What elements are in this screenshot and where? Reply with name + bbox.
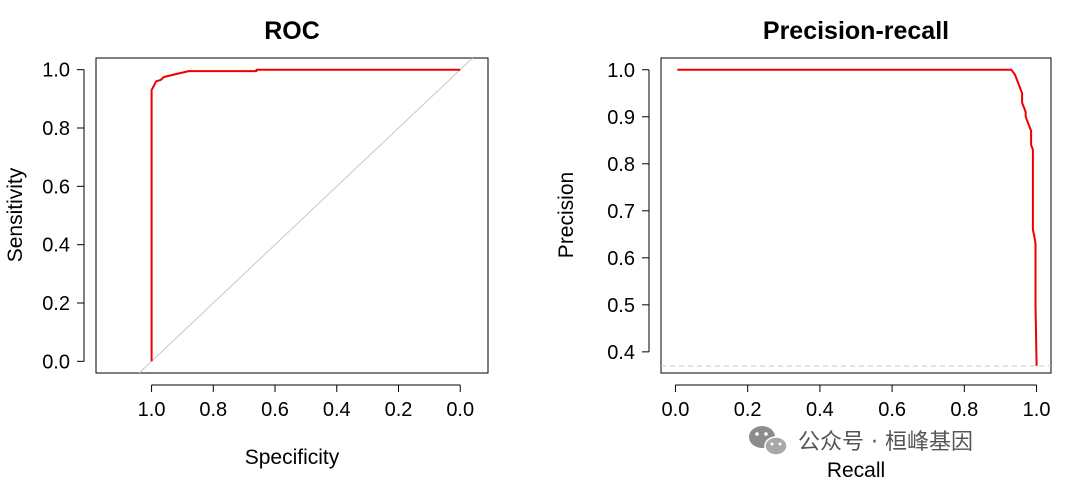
roc-y-tick-label: 0.4 bbox=[42, 235, 70, 257]
pr-plot-frame bbox=[660, 57, 1052, 374]
roc-x-axis-label: Specificity bbox=[245, 446, 340, 469]
roc-x-tick-label: 1.0 bbox=[138, 399, 166, 421]
pr-y-tick-label: 1.0 bbox=[607, 60, 635, 82]
roc-panel: ROC 1.0 0.8 0.6 0.4 0.2 0.00.00.20.40.60.81.0… bbox=[4, 17, 489, 469]
pr-curve bbox=[677, 68, 1038, 366]
pr-y-tick-label: 0.6 bbox=[607, 248, 635, 270]
roc-plot-frame bbox=[95, 57, 489, 374]
precision-recall-panel: Precision-recall 0.0 0.2 0.4 0.6 0.8 1.00.40.… bbox=[555, 17, 1052, 482]
roc-y-tick-label: 0.6 bbox=[42, 176, 70, 198]
roc-y-tick-label: 0.2 bbox=[42, 293, 70, 315]
roc-reference-diagonal bbox=[138, 57, 473, 374]
roc-x-tick-label: 0.8 bbox=[199, 399, 227, 421]
pr-x-tick-label: 0.8 bbox=[950, 399, 978, 421]
pr-x-tick-label: 1.0 bbox=[1023, 399, 1051, 421]
pr-y-tick-label: 0.9 bbox=[607, 107, 635, 129]
pr-x-tick-label: 0.4 bbox=[806, 399, 834, 421]
pr-x-tick-label: 0.6 bbox=[878, 399, 906, 421]
roc-title: ROC bbox=[264, 17, 320, 45]
pr-y-axis-label: Precision bbox=[555, 172, 578, 258]
watermark: 公众号 · 桓峰基因 bbox=[749, 426, 973, 456]
roc-axes: 1.0 0.8 0.6 0.4 0.2 0.0 0.0 0.2 0.4 0.6 0.8 1.0 bbox=[42, 60, 474, 421]
pr-x-tick-label: 0.0 bbox=[662, 399, 690, 421]
roc-y-tick-label: 0.8 bbox=[42, 118, 70, 140]
pr-y-tick-label: 0.7 bbox=[607, 201, 635, 223]
pr-x-tick-label: 0.2 bbox=[734, 399, 762, 421]
watermark-text: 公众号 · 桓峰基因 bbox=[798, 430, 973, 455]
pr-y-tick-label: 0.5 bbox=[607, 295, 635, 317]
roc-y-axis-label: Sensitivity bbox=[4, 167, 27, 262]
roc-x-tick-label: 0.0 bbox=[446, 399, 474, 421]
roc-x-tick-label: 0.4 bbox=[323, 399, 351, 421]
pr-x-axis-label: Recall bbox=[827, 459, 885, 482]
roc-y-tick-label: 0.0 bbox=[42, 351, 70, 373]
pr-y-tick-label: 0.4 bbox=[607, 342, 635, 364]
roc-y-tick-label: 1.0 bbox=[42, 60, 70, 82]
pr-y-tick-label: 0.8 bbox=[607, 154, 635, 176]
roc-curve bbox=[150, 68, 461, 362]
pr-axes: 0.0 0.2 0.4 0.6 0.8 1.0 0.4 0.5 0.6 0.7 0.8 0.9 1.0 bbox=[607, 60, 1050, 421]
roc-x-tick-label: 0.2 bbox=[385, 399, 413, 421]
wechat-icon bbox=[749, 426, 788, 456]
roc-x-tick-label: 0.6 bbox=[261, 399, 289, 421]
pr-title: Precision-recall bbox=[763, 17, 949, 45]
